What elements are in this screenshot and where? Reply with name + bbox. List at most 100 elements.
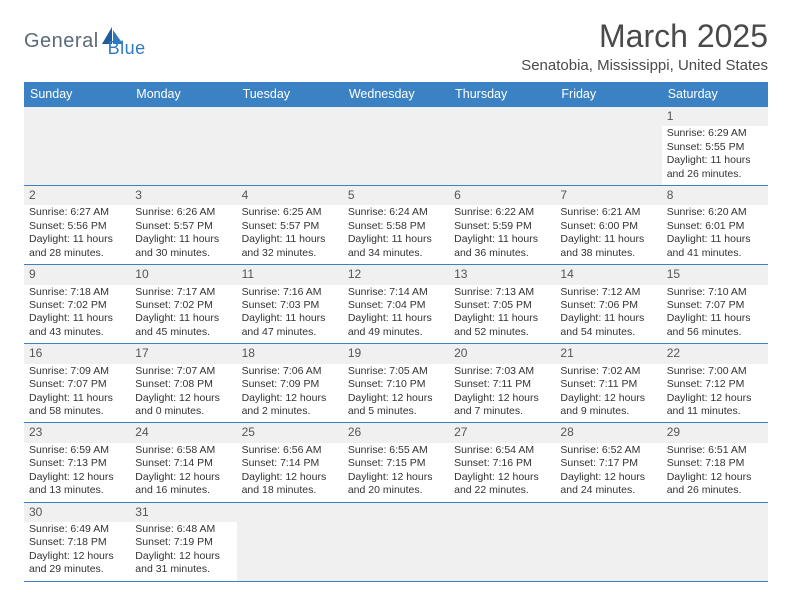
weekday-header-row: SundayMondayTuesdayWednesdayThursdayFrid…	[24, 82, 768, 107]
calendar-cell: 24Sunrise: 6:58 AMSunset: 7:14 PMDayligh…	[130, 423, 236, 502]
sunset-line: Sunset: 7:18 PM	[29, 536, 125, 549]
sunrise-line: Sunrise: 7:13 AM	[454, 286, 550, 299]
sunset-line: Sunset: 7:03 PM	[242, 299, 338, 312]
daylight-line-1: Daylight: 12 hours	[29, 550, 125, 563]
sunset-line: Sunset: 7:02 PM	[29, 299, 125, 312]
sunrise-line: Sunrise: 6:58 AM	[135, 444, 231, 457]
calendar-cell: 9Sunrise: 7:18 AMSunset: 7:02 PMDaylight…	[24, 265, 130, 344]
calendar-cell: 17Sunrise: 7:07 AMSunset: 7:08 PMDayligh…	[130, 344, 236, 423]
sunset-line: Sunset: 7:11 PM	[560, 378, 656, 391]
day-number: 16	[24, 344, 130, 363]
sunset-line: Sunset: 7:08 PM	[135, 378, 231, 391]
day-number: 19	[343, 344, 449, 363]
daylight-line-2: and 47 minutes.	[242, 326, 338, 339]
calendar-week-row: 23Sunrise: 6:59 AMSunset: 7:13 PMDayligh…	[24, 423, 768, 502]
calendar-cell	[662, 502, 768, 581]
daylight-line-1: Daylight: 11 hours	[29, 312, 125, 325]
calendar-cell: 16Sunrise: 7:09 AMSunset: 7:07 PMDayligh…	[24, 344, 130, 423]
sunrise-line: Sunrise: 7:06 AM	[242, 365, 338, 378]
day-number: 6	[449, 186, 555, 205]
calendar-cell: 12Sunrise: 7:14 AMSunset: 7:04 PMDayligh…	[343, 265, 449, 344]
daylight-line-2: and 52 minutes.	[454, 326, 550, 339]
day-number: 31	[130, 503, 236, 522]
calendar-cell: 11Sunrise: 7:16 AMSunset: 7:03 PMDayligh…	[237, 265, 343, 344]
daylight-line-2: and 43 minutes.	[29, 326, 125, 339]
sunset-line: Sunset: 7:07 PM	[29, 378, 125, 391]
sunrise-line: Sunrise: 6:20 AM	[667, 206, 763, 219]
sunset-line: Sunset: 7:10 PM	[348, 378, 444, 391]
daylight-line-1: Daylight: 12 hours	[560, 392, 656, 405]
weekday-header: Tuesday	[237, 82, 343, 107]
daylight-line-1: Daylight: 12 hours	[667, 392, 763, 405]
calendar-week-row: 1Sunrise: 6:29 AMSunset: 5:55 PMDaylight…	[24, 107, 768, 186]
calendar-cell: 18Sunrise: 7:06 AMSunset: 7:09 PMDayligh…	[237, 344, 343, 423]
calendar-week-row: 9Sunrise: 7:18 AMSunset: 7:02 PMDaylight…	[24, 265, 768, 344]
sunrise-line: Sunrise: 7:12 AM	[560, 286, 656, 299]
day-number: 2	[24, 186, 130, 205]
daylight-line-2: and 0 minutes.	[135, 405, 231, 418]
calendar-cell: 14Sunrise: 7:12 AMSunset: 7:06 PMDayligh…	[555, 265, 661, 344]
calendar-cell	[449, 502, 555, 581]
calendar-cell: 6Sunrise: 6:22 AMSunset: 5:59 PMDaylight…	[449, 186, 555, 265]
daylight-line-2: and 36 minutes.	[454, 247, 550, 260]
sunrise-line: Sunrise: 6:29 AM	[667, 127, 763, 140]
calendar-cell	[343, 107, 449, 186]
daylight-line-2: and 31 minutes.	[135, 563, 231, 576]
sunrise-line: Sunrise: 7:14 AM	[348, 286, 444, 299]
sunset-line: Sunset: 7:15 PM	[348, 457, 444, 470]
sunset-line: Sunset: 7:02 PM	[135, 299, 231, 312]
calendar-cell: 19Sunrise: 7:05 AMSunset: 7:10 PMDayligh…	[343, 344, 449, 423]
daylight-line-1: Daylight: 12 hours	[135, 471, 231, 484]
calendar-cell: 22Sunrise: 7:00 AMSunset: 7:12 PMDayligh…	[662, 344, 768, 423]
daylight-line-1: Daylight: 12 hours	[454, 392, 550, 405]
daylight-line-2: and 58 minutes.	[29, 405, 125, 418]
calendar-week-row: 30Sunrise: 6:49 AMSunset: 7:18 PMDayligh…	[24, 502, 768, 581]
sunset-line: Sunset: 5:59 PM	[454, 220, 550, 233]
daylight-line-2: and 11 minutes.	[667, 405, 763, 418]
header: General Blue March 2025 Senatobia, Missi…	[24, 18, 768, 74]
daylight-line-1: Daylight: 11 hours	[454, 312, 550, 325]
calendar-cell: 20Sunrise: 7:03 AMSunset: 7:11 PMDayligh…	[449, 344, 555, 423]
sunset-line: Sunset: 5:56 PM	[29, 220, 125, 233]
sunrise-line: Sunrise: 6:27 AM	[29, 206, 125, 219]
daylight-line-1: Daylight: 11 hours	[135, 312, 231, 325]
daylight-line-1: Daylight: 12 hours	[348, 471, 444, 484]
day-number: 22	[662, 344, 768, 363]
sunset-line: Sunset: 5:58 PM	[348, 220, 444, 233]
sunset-line: Sunset: 5:57 PM	[242, 220, 338, 233]
day-number: 21	[555, 344, 661, 363]
calendar-cell: 25Sunrise: 6:56 AMSunset: 7:14 PMDayligh…	[237, 423, 343, 502]
calendar-cell	[237, 502, 343, 581]
daylight-line-1: Daylight: 11 hours	[348, 233, 444, 246]
daylight-line-2: and 20 minutes.	[348, 484, 444, 497]
sunrise-line: Sunrise: 7:02 AM	[560, 365, 656, 378]
sunset-line: Sunset: 7:18 PM	[667, 457, 763, 470]
day-number: 26	[343, 423, 449, 442]
daylight-line-2: and 24 minutes.	[560, 484, 656, 497]
month-title: March 2025	[521, 18, 768, 55]
day-number: 24	[130, 423, 236, 442]
sunrise-line: Sunrise: 7:07 AM	[135, 365, 231, 378]
daylight-line-1: Daylight: 11 hours	[667, 154, 763, 167]
daylight-line-1: Daylight: 11 hours	[560, 233, 656, 246]
sunrise-line: Sunrise: 6:52 AM	[560, 444, 656, 457]
day-number: 3	[130, 186, 236, 205]
daylight-line-1: Daylight: 11 hours	[667, 233, 763, 246]
daylight-line-2: and 41 minutes.	[667, 247, 763, 260]
daylight-line-2: and 16 minutes.	[135, 484, 231, 497]
day-number: 7	[555, 186, 661, 205]
calendar-cell: 7Sunrise: 6:21 AMSunset: 6:00 PMDaylight…	[555, 186, 661, 265]
daylight-line-2: and 34 minutes.	[348, 247, 444, 260]
calendar-cell	[343, 502, 449, 581]
daylight-line-1: Daylight: 11 hours	[29, 233, 125, 246]
calendar-cell: 29Sunrise: 6:51 AMSunset: 7:18 PMDayligh…	[662, 423, 768, 502]
sunrise-line: Sunrise: 6:22 AM	[454, 206, 550, 219]
calendar-week-row: 16Sunrise: 7:09 AMSunset: 7:07 PMDayligh…	[24, 344, 768, 423]
location: Senatobia, Mississippi, United States	[521, 57, 768, 74]
calendar-table: SundayMondayTuesdayWednesdayThursdayFrid…	[24, 82, 768, 582]
calendar-cell: 4Sunrise: 6:25 AMSunset: 5:57 PMDaylight…	[237, 186, 343, 265]
day-number: 11	[237, 265, 343, 284]
daylight-line-2: and 2 minutes.	[242, 405, 338, 418]
calendar-cell: 10Sunrise: 7:17 AMSunset: 7:02 PMDayligh…	[130, 265, 236, 344]
daylight-line-2: and 7 minutes.	[454, 405, 550, 418]
